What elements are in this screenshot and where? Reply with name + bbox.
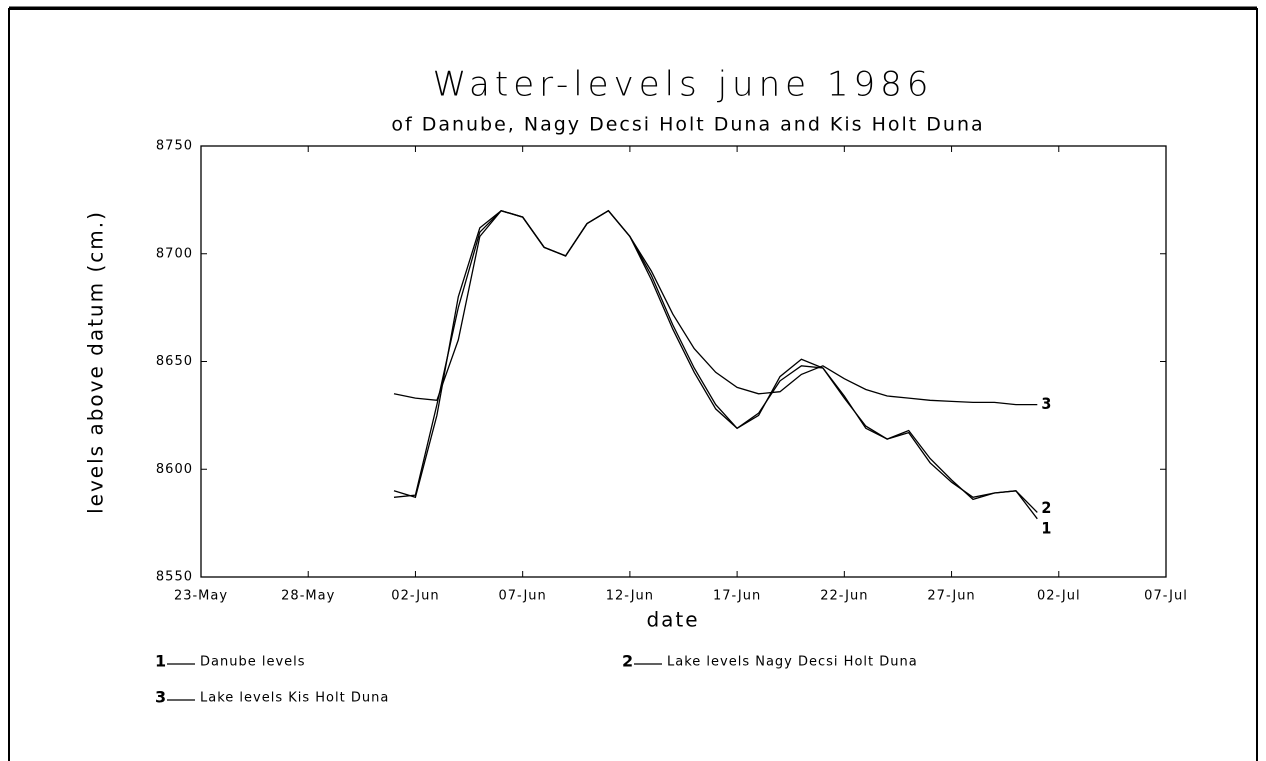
x-tick-label: 02-Jul — [1037, 589, 1081, 604]
legend-number: 2 — [622, 652, 633, 671]
legend-label: Lake levels Kis Holt Duna — [200, 691, 389, 706]
series-end-label: 1 — [1041, 518, 1051, 537]
y-tick-label: 8650 — [156, 354, 193, 369]
y-tick-label: 8600 — [156, 462, 193, 477]
x-tick-label: 02-Jun — [391, 589, 439, 604]
x-axis-label: date — [646, 608, 699, 632]
legend-number: 3 — [155, 688, 166, 707]
plot-area — [200, 145, 1167, 578]
legend-label: Danube levels — [200, 655, 306, 670]
y-tick-label: 8700 — [156, 246, 193, 261]
x-tick-label: 12-Jun — [606, 589, 654, 604]
series-end-label: 3 — [1041, 394, 1051, 413]
x-tick-label: 28-May — [281, 589, 335, 604]
series-line — [393, 209, 1038, 406]
series-end-label: 2 — [1041, 498, 1051, 517]
x-tick-label: 07-Jul — [1144, 589, 1188, 604]
y-tick-label: 8750 — [156, 139, 193, 154]
y-axis-label: levels above datum (cm.) — [84, 210, 108, 514]
x-tick-label: 22-Jun — [820, 589, 868, 604]
x-tick-label: 17-Jun — [713, 589, 761, 604]
x-tick-label: 23-May — [174, 589, 228, 604]
chart-title: Water-levels june 1986 — [433, 65, 934, 105]
legend-label: Lake levels Nagy Decsi Holt Duna — [667, 655, 918, 670]
series-line — [393, 209, 1038, 513]
chart-subtitle: of Danube, Nagy Decsi Holt Duna and Kis … — [391, 114, 984, 136]
x-tick-label: 07-Jun — [499, 589, 547, 604]
legend-number: 1 — [155, 652, 166, 671]
y-tick-label: 8550 — [156, 570, 193, 585]
x-tick-label: 27-Jun — [927, 589, 975, 604]
